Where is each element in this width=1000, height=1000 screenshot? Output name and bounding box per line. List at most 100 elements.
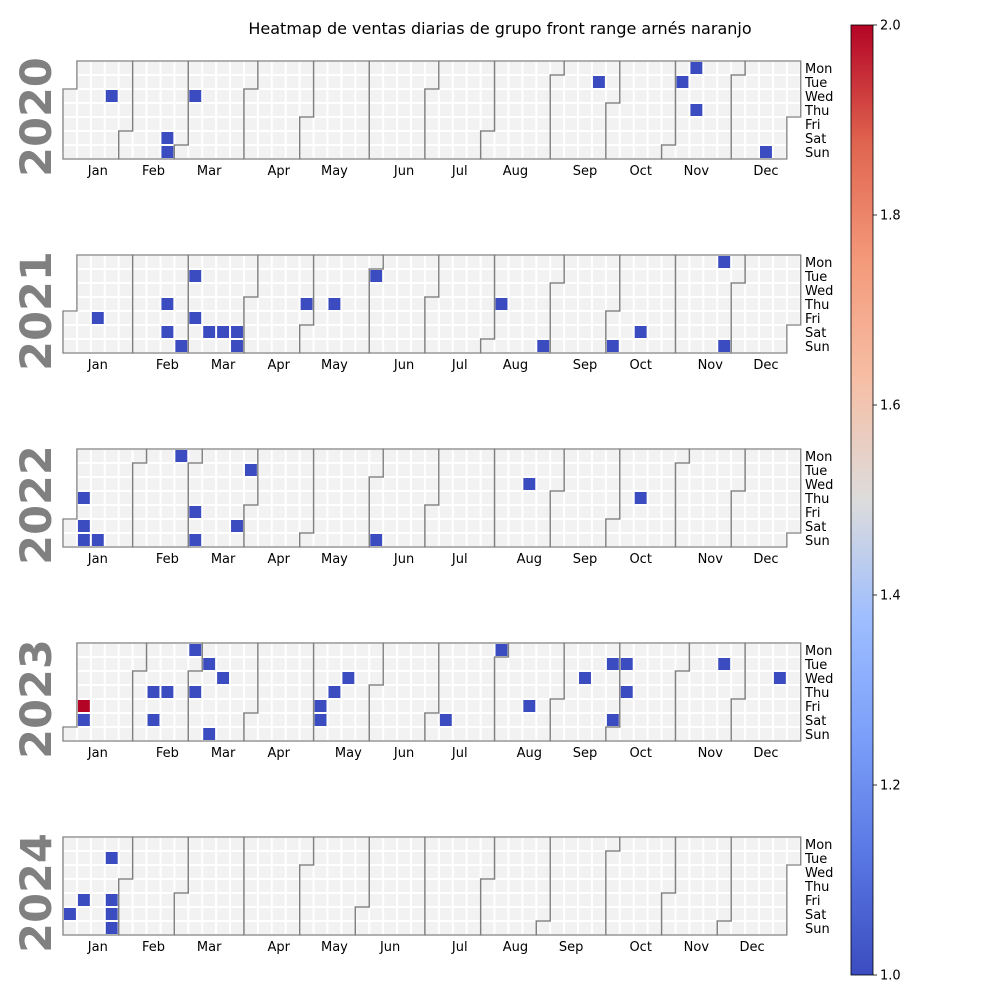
day-cell <box>203 880 216 892</box>
day-cell <box>161 478 174 490</box>
day-cell <box>537 118 550 130</box>
day-cell <box>314 270 327 282</box>
day-cell <box>592 478 605 490</box>
day-cell <box>579 728 591 740</box>
day-cell <box>523 894 536 906</box>
day-cell <box>690 894 703 906</box>
weekday-label: Tue <box>804 658 827 673</box>
day-cell <box>676 270 689 282</box>
day-cell <box>662 464 675 476</box>
day-cell <box>314 672 327 684</box>
day-cell <box>91 326 104 338</box>
day-cell <box>481 672 494 684</box>
day-cell <box>133 686 146 698</box>
day-cell <box>579 838 591 850</box>
month-outlines <box>62 642 802 742</box>
month-label: Mar <box>211 746 236 761</box>
day-cell <box>189 76 202 88</box>
day-cell <box>565 146 578 158</box>
day-cell <box>606 644 619 656</box>
day-cell <box>314 326 327 338</box>
day-cell <box>453 672 466 684</box>
day-cell <box>523 658 536 670</box>
day-cell <box>384 76 397 88</box>
day-cell <box>634 908 647 920</box>
day-cell <box>537 838 550 850</box>
day-cell <box>592 132 605 144</box>
day-cell <box>105 326 118 338</box>
day-cell <box>523 118 536 130</box>
day-cell <box>453 880 466 892</box>
sale-cell <box>91 312 104 324</box>
day-cell <box>217 450 230 462</box>
day-cell <box>105 714 118 726</box>
day-cell <box>760 506 772 518</box>
day-cell <box>606 672 619 684</box>
month-label: Mar <box>197 940 222 955</box>
day-cell <box>217 852 230 864</box>
day-cell <box>314 644 327 656</box>
day-cell <box>203 464 216 476</box>
day-cell <box>537 672 550 684</box>
day-cell <box>119 700 132 712</box>
day-cell <box>523 146 536 158</box>
day-cell <box>551 520 564 532</box>
weekday-label: Thu <box>804 298 829 313</box>
day-cell <box>439 880 452 892</box>
day-cell <box>565 62 578 74</box>
weekday-label: Sun <box>805 728 830 743</box>
day-cell <box>732 76 745 88</box>
day-cell <box>467 700 480 712</box>
day-cell <box>286 90 299 102</box>
day-cell <box>119 118 132 130</box>
day-cell <box>342 838 355 850</box>
day-cell <box>105 534 118 546</box>
day-cell <box>760 298 772 310</box>
day-cell <box>551 866 564 878</box>
day-cell <box>509 492 522 504</box>
day-cell <box>523 90 536 102</box>
day-cell <box>133 644 146 656</box>
day-cell <box>105 478 118 490</box>
day-cell <box>161 506 174 518</box>
day-cell <box>370 464 383 476</box>
day-cell <box>648 478 661 490</box>
day-cell <box>300 922 313 934</box>
day-cell <box>509 894 522 906</box>
day-cell <box>189 922 202 934</box>
day-cell <box>161 714 174 726</box>
day-cell <box>342 270 355 282</box>
day-cell <box>425 256 438 268</box>
day-cell <box>773 894 786 906</box>
day-cell <box>105 644 118 656</box>
day-cell <box>286 284 299 296</box>
day-cell <box>509 450 522 462</box>
day-cell <box>244 146 257 158</box>
day-cell <box>704 62 717 74</box>
day-cell <box>690 326 703 338</box>
day-cell <box>398 672 410 684</box>
day-cell <box>732 644 745 656</box>
day-cell <box>634 340 647 352</box>
day-cell <box>453 326 466 338</box>
day-cell <box>565 506 578 518</box>
month-label: Dec <box>753 746 778 761</box>
day-cell <box>370 838 383 850</box>
day-cell <box>537 312 550 324</box>
day-cell <box>356 880 369 892</box>
day-cell <box>133 326 146 338</box>
day-cell <box>620 464 633 476</box>
day-cell <box>342 644 355 656</box>
day-cell <box>676 700 689 712</box>
day-cell <box>300 76 313 88</box>
day-cell <box>732 534 745 546</box>
day-cell <box>579 880 591 892</box>
day-cell <box>356 270 369 282</box>
day-cell <box>328 146 341 158</box>
day-cell <box>565 908 578 920</box>
day-cell <box>286 256 299 268</box>
weekday-label: Tue <box>804 270 827 285</box>
day-cell <box>620 866 633 878</box>
day-cell <box>495 686 508 698</box>
day-cell <box>773 326 786 338</box>
